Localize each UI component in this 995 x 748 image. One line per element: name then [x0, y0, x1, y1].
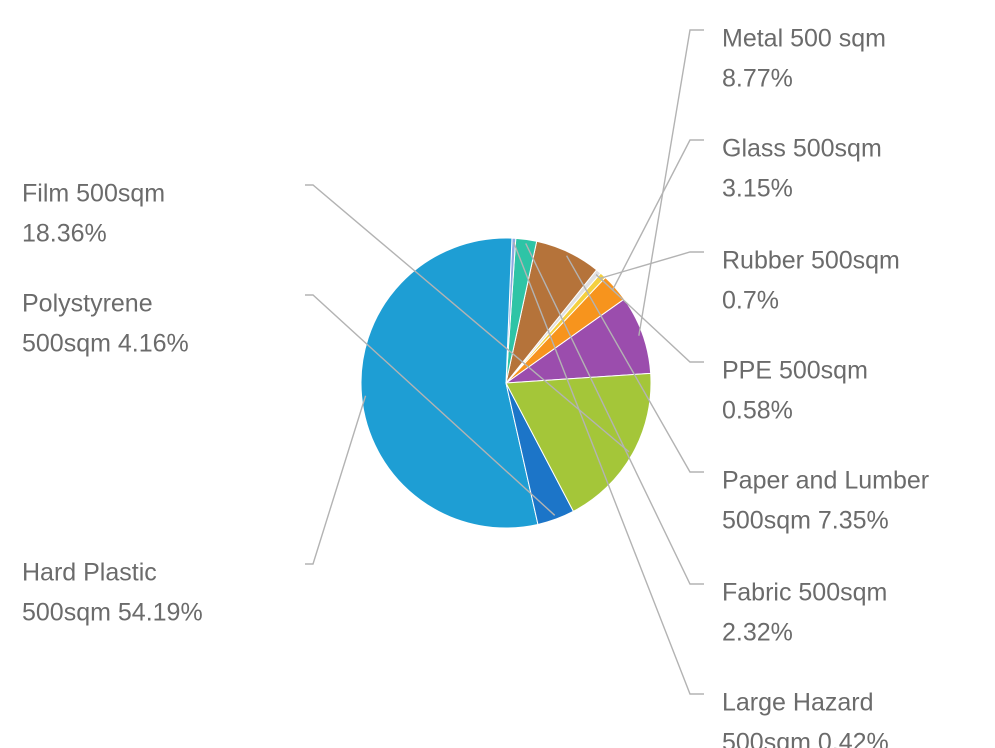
slice-label: 3.15%	[722, 175, 793, 203]
slice-label: 500sqm 0.42%	[722, 729, 889, 748]
slice-label: Large Hazard	[722, 689, 873, 717]
slice-label: PPE 500sqm	[722, 357, 868, 385]
pie-slice	[505, 372, 652, 513]
slice-label: Metal 500 sqm	[722, 25, 886, 53]
slice-labels: Metal 500 sqm 8.77% Glass 500sqm 3.15% Rubbe…	[22, 25, 929, 748]
slice-label: Hard Plastic	[22, 559, 157, 587]
leader-line	[565, 255, 704, 473]
leader-line	[305, 395, 367, 565]
leader-line	[525, 243, 704, 585]
slice-label: 0.58%	[722, 397, 793, 425]
leader-lines	[305, 29, 704, 695]
slice-label: 8.77%	[722, 65, 793, 93]
slice-label: 500sqm 54.19%	[22, 599, 203, 627]
slice-label: Fabric 500sqm	[722, 579, 887, 607]
slice-label: 500sqm 7.35%	[722, 507, 889, 535]
pie-slices	[360, 237, 652, 529]
slice-label: 0.7%	[722, 287, 779, 315]
leader-line	[305, 184, 630, 453]
pie-slice	[360, 237, 539, 529]
slice-label: Polystyrene	[22, 290, 153, 318]
leader-line	[513, 241, 704, 695]
slice-label: Rubber 500sqm	[722, 247, 900, 275]
slice-label: Glass 500sqm	[722, 135, 882, 163]
leader-line	[638, 29, 704, 336]
leader-line	[611, 139, 704, 291]
slice-label: 500sqm 4.16%	[22, 330, 189, 358]
leader-line	[305, 294, 556, 516]
slice-label: Paper and Lumber	[722, 467, 929, 495]
slice-label: 18.36%	[22, 220, 107, 248]
slice-label: 2.32%	[722, 619, 793, 647]
leader-line	[600, 251, 704, 279]
slice-label: Film 500sqm	[22, 180, 165, 208]
leader-line	[595, 274, 704, 363]
